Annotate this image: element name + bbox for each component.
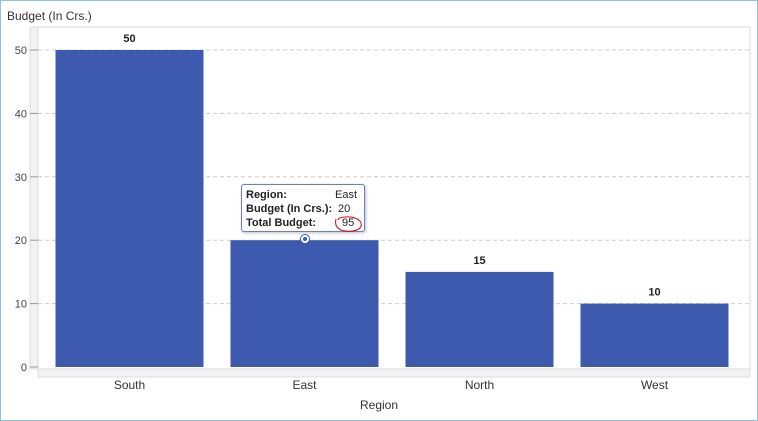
x-tick-label: West (641, 378, 669, 392)
y-tick-label: 20 (15, 235, 27, 247)
tooltip-value: 95 (342, 217, 355, 229)
bar-value-label: 15 (473, 255, 485, 267)
y-tick-label: 50 (15, 45, 27, 57)
bars[interactable] (55, 50, 729, 367)
tooltip-value: East (334, 189, 357, 201)
tooltip-value: 20 (338, 203, 351, 215)
y-axis-ticks: 0 10 20 30 40 50 (15, 45, 38, 374)
y-tick-label: 10 (15, 299, 27, 311)
bar-value-label: 50 (123, 33, 135, 45)
bar-north[interactable] (405, 271, 554, 367)
annotation-circle (335, 216, 362, 232)
bar-east[interactable] (230, 240, 379, 367)
y-tick-label: 40 (15, 108, 27, 120)
x-tick-label: East (292, 378, 317, 392)
x-tick-label: South (114, 378, 145, 392)
bar-west[interactable] (580, 303, 729, 367)
y-tick-label: 30 (15, 172, 27, 184)
tooltip-key: Region: (246, 189, 287, 201)
tooltip-row-total: Total Budget: 95 (246, 216, 360, 230)
tooltip-row-region: Region: East (246, 188, 360, 202)
bar-south[interactable] (55, 50, 204, 367)
bar-value-label: 10 (648, 287, 660, 299)
y-tick-label: 0 (21, 362, 27, 374)
y-scroll-strip[interactable] (29, 26, 39, 370)
tooltip-key: Total Budget: (246, 217, 317, 229)
tooltip-key: Budget (In Crs.): (246, 203, 333, 215)
x-tick-label: North (465, 378, 494, 392)
tooltip: Region: East Budget (In Crs.): 20 Total … (241, 184, 365, 232)
x-scroll-strip[interactable] (37, 368, 751, 378)
bar-value-labels: 50 15 10 (123, 33, 660, 299)
tooltip-row-budget: Budget (In Crs.): 20 (246, 202, 360, 216)
x-axis-title: Region (359, 398, 399, 412)
chart-title: Budget (In Crs.) (7, 9, 92, 23)
tooltip-anchor-point (301, 235, 309, 243)
x-axis-ticks: South East North West (114, 378, 669, 392)
